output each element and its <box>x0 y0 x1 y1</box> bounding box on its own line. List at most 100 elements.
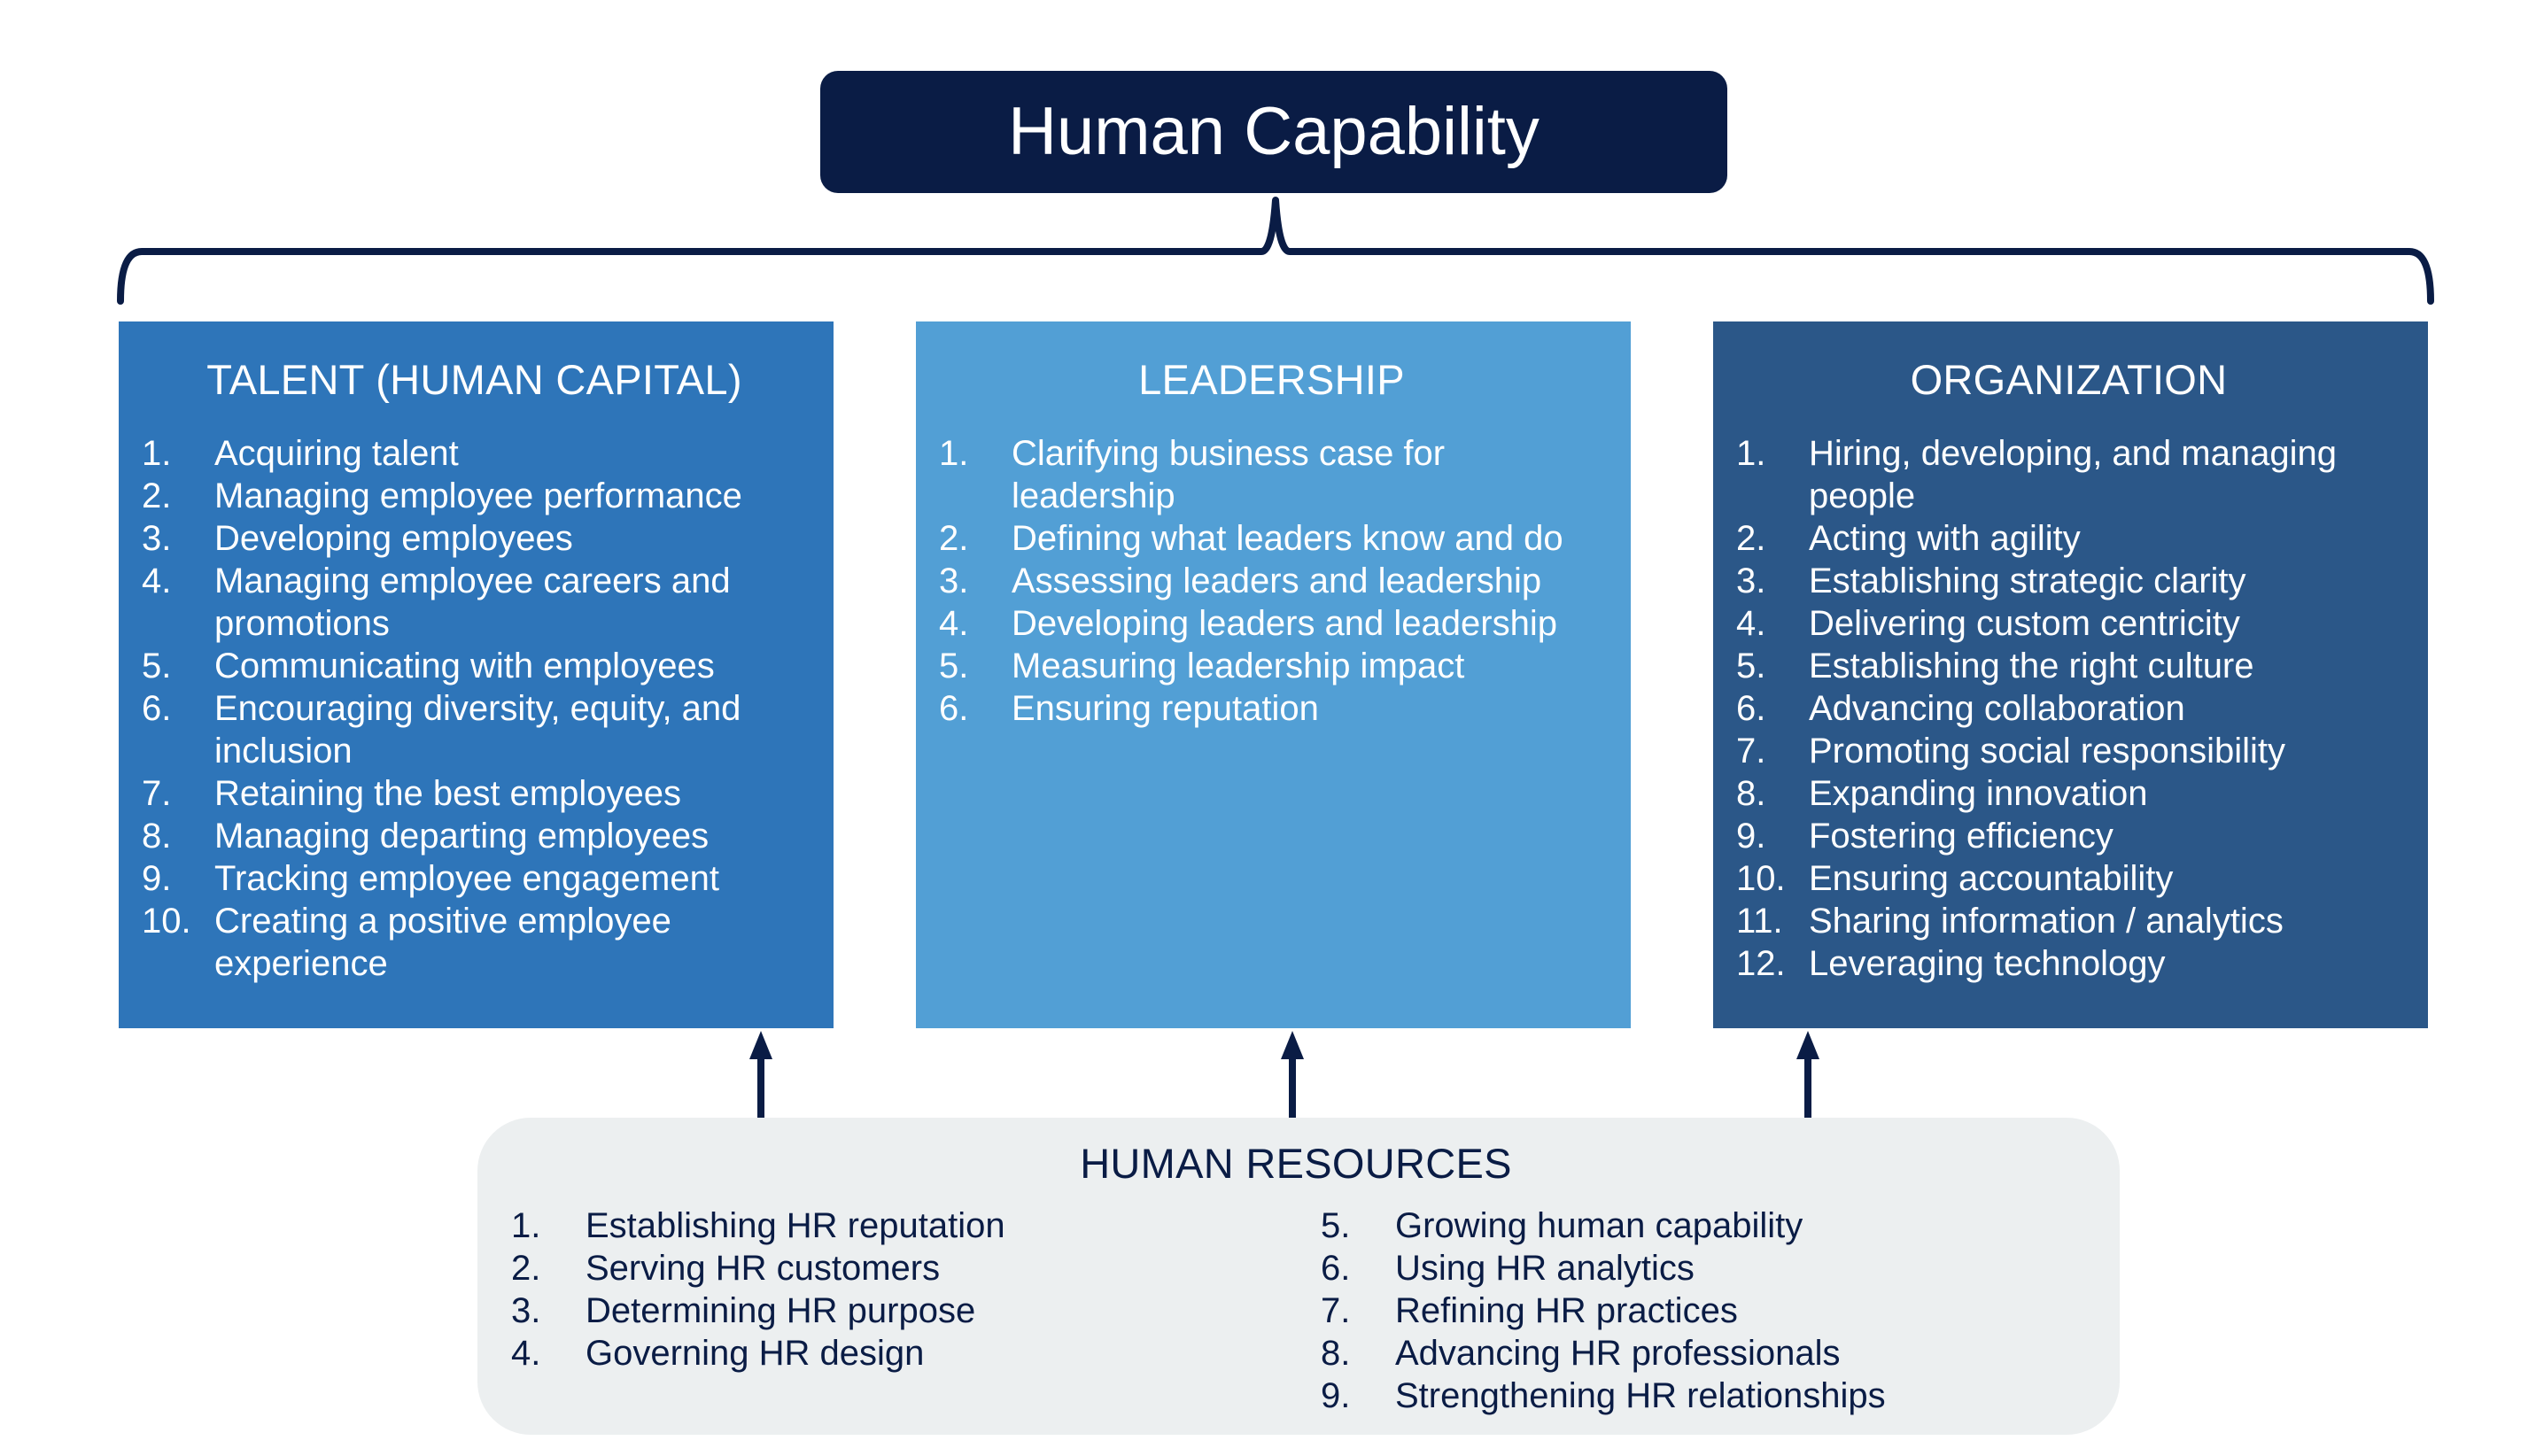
list-item-number: 8. <box>142 817 172 856</box>
list-item-text: Sharing information / analytics <box>1809 902 2284 941</box>
list-item-text: Developing employees <box>214 519 573 558</box>
list-item-number: 1. <box>511 1206 541 1245</box>
list-item-number: 9. <box>1321 1376 1351 1415</box>
list-item: 4. Governing HR design <box>511 1332 1273 1375</box>
list-item: 5. Establishing the right culture <box>1736 645 2401 687</box>
list-item-text: Managing employee careers and promotions <box>214 561 731 643</box>
list-item-text: Establishing the right culture <box>1809 647 2254 685</box>
pillar-talent: TALENT (HUMAN CAPITAL) 1. Acquiring talen… <box>119 321 834 1028</box>
list-item-text: Hiring, developing, and managing people <box>1809 434 2337 515</box>
list-item-number: 5. <box>939 647 969 685</box>
list-item-number: 10. <box>1736 859 1786 898</box>
list-item-number: 8. <box>1736 774 1766 813</box>
list-item: 6. Using HR analytics <box>1321 1247 2083 1289</box>
list-item-text: Expanding innovation <box>1809 774 2148 813</box>
list-item-text: Growing human capability <box>1395 1206 1803 1245</box>
title-box: Human Capability <box>820 71 1727 193</box>
list-item-number: 1. <box>1736 434 1766 473</box>
list-item-text: Clarifying business case for leadership <box>1012 434 1446 515</box>
list-item-text: Establishing HR reputation <box>586 1206 1005 1245</box>
list-item-number: 9. <box>142 859 172 898</box>
list-item-number: 3. <box>1736 561 1766 600</box>
list-item-number: 2. <box>1736 519 1766 558</box>
list-item: 4. Developing leaders and leadership <box>939 602 1604 645</box>
list-item-number: 10. <box>142 902 191 941</box>
list-item: 10. Creating a positive employee experien… <box>142 900 807 985</box>
hr-column-right: 5. Growing human capability 6. Using HR ana… <box>1321 1204 2083 1417</box>
list-item-number: 2. <box>511 1249 541 1288</box>
list-item-number: 1. <box>142 434 172 473</box>
list-item: 1. Acquiring talent <box>142 432 807 475</box>
list-item-text: Refining HR practices <box>1395 1291 1738 1330</box>
hr-list-right: 5. Growing human capability 6. Using HR ana… <box>1321 1204 2083 1417</box>
list-item: 5. Communicating with employees <box>142 645 807 687</box>
list-item-text: Acquiring talent <box>214 434 459 473</box>
list-item-number: 7. <box>142 774 172 813</box>
list-item: 4. Delivering custom centricity <box>1736 602 2401 645</box>
list-item: 11. Sharing information / analytics <box>1736 900 2401 942</box>
list-item: 8. Advancing HR professionals <box>1321 1332 2083 1375</box>
list-item: 7. Promoting social responsibility <box>1736 730 2401 772</box>
list-item-text: Ensuring reputation <box>1012 689 1319 728</box>
list-item-number: 7. <box>1321 1291 1351 1330</box>
list-item-number: 4. <box>511 1334 541 1373</box>
list-item: 6. Ensuring reputation <box>939 687 1604 730</box>
list-item: 2. Managing employee performance <box>142 475 807 517</box>
arrow-organization <box>1796 1031 1819 1119</box>
list-item-text: Delivering custom centricity <box>1809 604 2240 643</box>
list-item: 3. Assessing leaders and leadership <box>939 560 1604 602</box>
list-item: 3. Developing employees <box>142 517 807 560</box>
list-item: 12. Leveraging technology <box>1736 942 2401 985</box>
list-item-text: Managing employee performance <box>214 476 742 515</box>
list-item-text: Using HR analytics <box>1395 1249 1695 1288</box>
list-item-number: 1. <box>939 434 969 473</box>
list-item: 7. Refining HR practices <box>1321 1289 2083 1332</box>
list-item-text: Determining HR purpose <box>586 1291 976 1330</box>
list-item-text: Leveraging technology <box>1809 944 2166 983</box>
list-item-number: 3. <box>939 561 969 600</box>
arrow-talent <box>749 1031 772 1119</box>
list-item-text: Encouraging diversity, equity, and inclu… <box>214 689 741 771</box>
list-item-number: 6. <box>1321 1249 1351 1288</box>
list-item: 9. Fostering efficiency <box>1736 815 2401 857</box>
list-item: 7. Retaining the best employees <box>142 772 807 815</box>
list-item: 5. Growing human capability <box>1321 1204 2083 1247</box>
list-item-number: 2. <box>939 519 969 558</box>
hr-column-left: 1. Establishing HR reputation 2. Serving HR… <box>511 1204 1273 1375</box>
list-item-number: 3. <box>142 519 172 558</box>
pillar-heading-talent: TALENT (HUMAN CAPITAL) <box>206 356 742 403</box>
list-item-text: Establishing strategic clarity <box>1809 561 2246 600</box>
list-item-text: Developing leaders and leadership <box>1012 604 1557 643</box>
list-item-number: 8. <box>1321 1334 1351 1373</box>
hr-list-left: 1. Establishing HR reputation 2. Serving HR… <box>511 1204 1273 1375</box>
leadership-list: 1. Clarifying business case for leadershi… <box>939 432 1604 730</box>
pillar-organization: ORGANIZATION 1. Hiring, developing, and m… <box>1713 321 2428 1028</box>
organization-list: 1. Hiring, developing, and managing peopl… <box>1736 432 2401 985</box>
list-item: 1. Establishing HR reputation <box>511 1204 1273 1247</box>
list-item: 10. Ensuring accountability <box>1736 857 2401 900</box>
pillar-leadership: LEADERSHIP 1. Clarifying business case fo… <box>916 321 1631 1028</box>
list-item-text: Promoting social responsibility <box>1809 732 2286 771</box>
list-item-text: Tracking employee engagement <box>214 859 719 898</box>
list-item: 3. Determining HR purpose <box>511 1289 1273 1332</box>
list-item-text: Defining what leaders know and do <box>1012 519 1563 558</box>
list-item-number: 4. <box>142 561 172 600</box>
list-item-number: 4. <box>939 604 969 643</box>
list-item: 2. Defining what leaders know and do <box>939 517 1604 560</box>
list-item-text: Advancing HR professionals <box>1395 1334 1841 1373</box>
list-item-text: Acting with agility <box>1809 519 2081 558</box>
list-item-number: 12. <box>1736 944 1786 983</box>
diagram-title: Human Capability <box>1008 94 1540 169</box>
list-item: 4. Managing employee careers and promotio… <box>142 560 807 645</box>
list-item: 5. Measuring leadership impact <box>939 645 1604 687</box>
list-item-text: Managing departing employees <box>214 817 710 856</box>
list-item: 8. Managing departing employees <box>142 815 807 857</box>
list-item: 6. Advancing collaboration <box>1736 687 2401 730</box>
list-item-number: 7. <box>1736 732 1766 771</box>
list-item-text: Serving HR customers <box>586 1249 941 1288</box>
pillar-heading-organization: ORGANIZATION <box>1910 356 2228 403</box>
list-item: 2. Serving HR customers <box>511 1247 1273 1289</box>
list-item-number: 5. <box>1736 647 1766 685</box>
list-item-text: Retaining the best employees <box>214 774 681 813</box>
